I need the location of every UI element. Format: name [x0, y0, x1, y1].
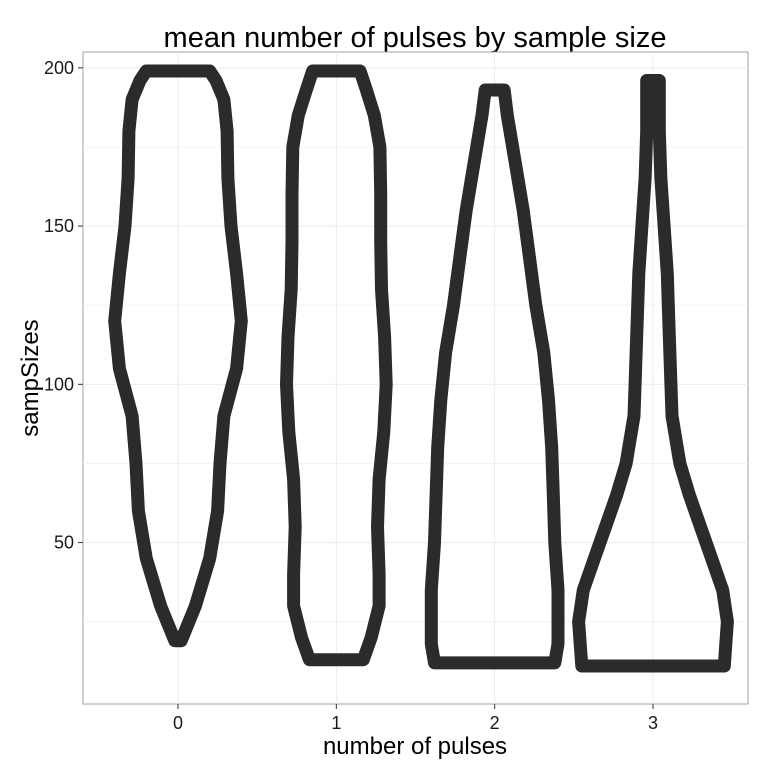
violin-0: [108, 64, 248, 648]
y-axis: 50 100 150 200: [44, 58, 83, 553]
violin-1: [280, 64, 393, 667]
x-tick-label: 2: [490, 713, 500, 733]
y-tick-label: 150: [44, 216, 74, 236]
y-tick-label: 50: [54, 533, 74, 553]
violin-3: [572, 74, 734, 673]
x-tick-label: 0: [173, 713, 183, 733]
y-tick-label: 100: [44, 374, 74, 394]
x-axis: 0 1 2 3: [173, 704, 658, 733]
chart-title: mean number of pulses by sample size: [164, 22, 667, 54]
x-tick-label: 3: [648, 713, 658, 733]
y-tick-label: 200: [44, 58, 74, 78]
violin-2: [424, 83, 565, 670]
y-axis-title: sampSizes: [17, 319, 44, 436]
x-tick-label: 1: [331, 713, 341, 733]
plot-panel: [82, 51, 749, 705]
x-axis-title: number of pulses: [323, 733, 507, 760]
